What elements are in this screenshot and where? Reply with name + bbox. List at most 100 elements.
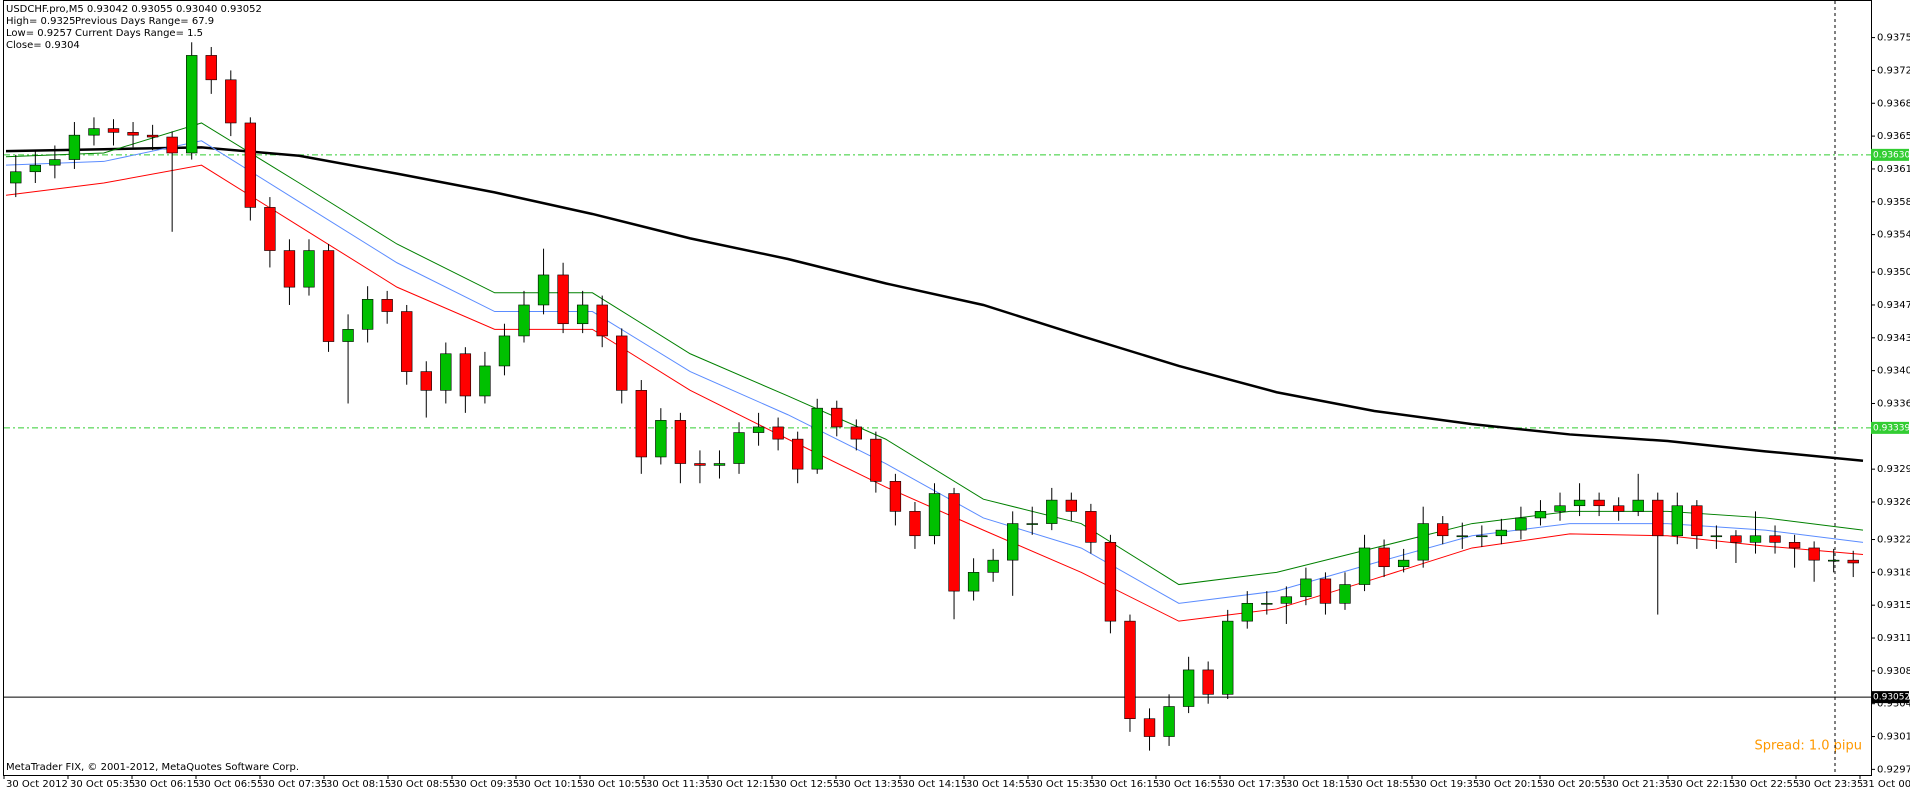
price-label: 0.93339 [1873, 423, 1910, 433]
candle-body [420, 371, 432, 391]
candle-body [1241, 603, 1253, 622]
x-tick-label: 30 Oct 16:15 [1094, 779, 1159, 790]
y-tick-label: 0.93545 [1877, 230, 1910, 241]
candle-body [576, 304, 589, 325]
x-tick-label: 30 Oct 06:55 [198, 779, 263, 790]
candle-body [68, 134, 81, 160]
candle-body [655, 420, 667, 458]
candle-body [1456, 535, 1468, 538]
candle-body [244, 122, 257, 208]
x-tick-label: 30 Oct 13:35 [838, 779, 903, 790]
candle-body [1222, 620, 1234, 695]
candle-body [713, 463, 726, 466]
candle-body [967, 572, 980, 592]
candle-body [850, 426, 862, 440]
price-label-box [1871, 148, 1909, 161]
y-tick-label: 0.92975 [1877, 764, 1910, 775]
candle-body [1026, 523, 1038, 525]
x-tick-label: 30 Oct 22:55 [1734, 779, 1799, 790]
candle-body [1046, 499, 1058, 524]
candle-body [791, 438, 804, 470]
candle-body [186, 55, 198, 154]
candle-body [1261, 603, 1273, 605]
y-tick-label: 0.93435 [1877, 333, 1910, 344]
x-tick-label: 30 Oct 2012 [6, 779, 68, 790]
candle-body [322, 250, 335, 342]
candle-body [870, 438, 882, 482]
candle-body [1554, 505, 1566, 512]
candle-body [889, 481, 902, 512]
candle-body [1652, 499, 1664, 537]
candle-body [1339, 584, 1351, 604]
candle-body [1691, 505, 1703, 537]
candle-body [772, 426, 784, 440]
candle-body [1573, 499, 1586, 507]
candle-body [596, 304, 608, 337]
candle-body [1476, 535, 1488, 538]
candle-body [1085, 511, 1097, 543]
candle-body [616, 335, 628, 391]
x-tick-label: 30 Oct 18:55 [1350, 779, 1415, 790]
candle-body [1730, 535, 1742, 543]
info-close: Close= 0.9304 [6, 40, 80, 51]
candle-body [127, 132, 139, 136]
x-tick-label: 30 Oct 20:15 [1478, 779, 1543, 790]
candle-body [1163, 706, 1175, 737]
x-tick-label: 30 Oct 23:35 [1798, 779, 1863, 790]
candle-body [342, 329, 354, 342]
candle-body [1280, 596, 1293, 604]
candle-body [264, 207, 276, 251]
x-tick-label: 30 Oct 10:15 [518, 779, 583, 790]
candle-body [1749, 535, 1762, 543]
candle-body [1182, 669, 1195, 707]
candle-body [1358, 547, 1371, 585]
candle-body [107, 128, 120, 133]
x-tick-label: 30 Oct 15:35 [1030, 779, 1095, 790]
candle-body [537, 274, 550, 306]
candle-body [1847, 559, 1859, 564]
x-tick-label: 30 Oct 09:35 [454, 779, 519, 790]
candle-body [694, 463, 706, 466]
candle-body [1612, 505, 1625, 512]
candle-body [1007, 523, 1019, 561]
y-tick-label: 0.93295 [1877, 464, 1910, 475]
info-cur-range: Current Days Range= 1.5 [75, 28, 203, 39]
candle-body [459, 353, 472, 397]
x-tick-label: 30 Oct 21:35 [1606, 779, 1671, 790]
candle-body [752, 426, 765, 433]
price-label: 0.93630 [1873, 150, 1910, 160]
y-tick-label: 0.93045 [1877, 699, 1910, 710]
candle-body [811, 407, 823, 470]
candle-body [674, 420, 687, 464]
candle-body [166, 136, 178, 154]
x-tick-label: 30 Oct 06:15 [134, 779, 199, 790]
candle-body [1378, 547, 1390, 568]
candle-body [1710, 535, 1723, 538]
candle-body [1534, 511, 1547, 519]
candle-body [1828, 559, 1840, 562]
x-tick-label: 30 Oct 07:35 [262, 779, 327, 790]
candle-body [928, 493, 941, 537]
candle-body [361, 299, 374, 330]
info-prev-range: Previous Days Range= 67.9 [75, 16, 214, 27]
x-tick-label: 30 Oct 11:35 [646, 779, 711, 790]
candle-body [479, 365, 491, 397]
candle-body [635, 390, 647, 458]
price-label-box [1871, 691, 1909, 704]
candle-body [1808, 547, 1820, 561]
candle-body [1515, 517, 1527, 531]
price-label: 0.93052 [1873, 693, 1910, 703]
candle-body [440, 353, 452, 391]
candle-body [205, 55, 217, 81]
candle-body [1104, 542, 1117, 622]
info-high: High= 0.9325 [6, 16, 76, 27]
y-tick-label: 0.93115 [1877, 633, 1910, 644]
candle-body [1671, 505, 1683, 537]
